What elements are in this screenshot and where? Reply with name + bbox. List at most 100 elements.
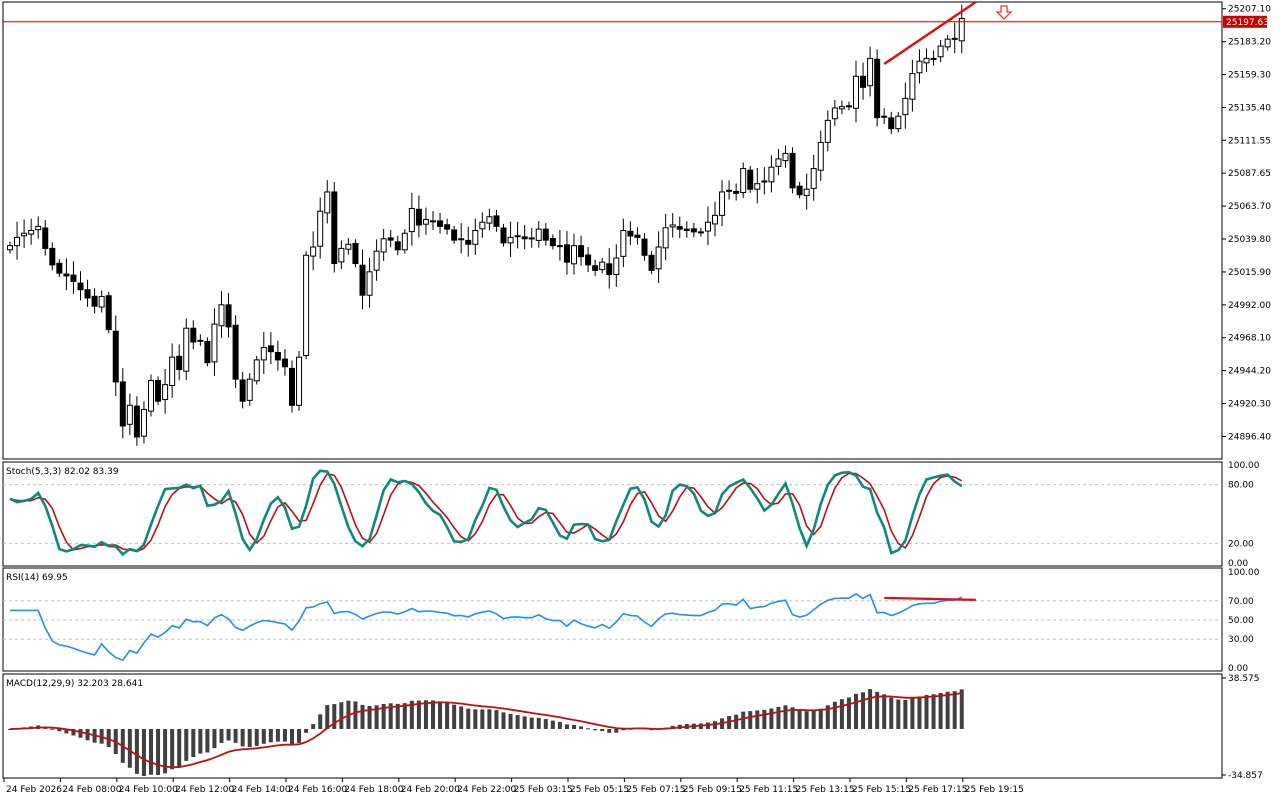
macd-bar	[325, 705, 330, 729]
macd-bar	[85, 728, 90, 741]
candle-down	[204, 340, 211, 364]
sell-arrow-shape	[995, 5, 1013, 20]
macd-bar	[402, 703, 407, 729]
time-tick-label: 24 Feb 18:00	[344, 785, 403, 795]
candle-up	[775, 158, 782, 167]
current-price-label: 25197.63	[1226, 18, 1269, 28]
macd-bar	[959, 689, 964, 729]
candle-up	[768, 166, 775, 183]
candle-up	[958, 18, 965, 42]
macd-bar	[71, 728, 76, 736]
candle-down	[289, 367, 295, 406]
macd-bar	[804, 711, 809, 729]
candle-up	[211, 323, 218, 363]
candle-up	[817, 141, 824, 171]
candle-down	[542, 228, 549, 241]
macd-bar	[78, 728, 83, 738]
macd-bar	[861, 692, 866, 729]
price-tick-label: 25207.10	[1228, 5, 1271, 15]
time-tick-label: 24 Feb 08:00	[62, 785, 121, 795]
trendline[interactable]	[883, 0, 977, 65]
current-price-tag	[1223, 15, 1267, 28]
macd-bar	[156, 728, 161, 776]
macd-bar	[741, 711, 746, 729]
time-tick-label: 25 Feb 11:15	[739, 785, 798, 795]
price-tick-label: 24920.30	[1228, 400, 1271, 410]
candle-up	[719, 191, 726, 216]
candle-down	[112, 330, 119, 383]
time-tick-label: 25 Feb 03:15	[514, 785, 573, 795]
candle-down	[690, 228, 697, 233]
candle-up	[14, 236, 21, 247]
candle-down	[91, 295, 98, 307]
candle-down	[359, 264, 366, 296]
macd-pane-frame	[2, 673, 1223, 779]
macd-bar	[452, 704, 457, 729]
macd-bar	[219, 728, 224, 743]
main-pane-frame	[2, 1, 1223, 460]
candle-down	[493, 215, 500, 227]
candle-down	[606, 263, 613, 276]
candle-up	[401, 232, 408, 251]
time-tick-label: 24 Feb 10:00	[119, 785, 178, 795]
candle-up	[472, 230, 479, 245]
stoch-tick-label: 20.00	[1228, 539, 1254, 549]
sell-arrow-icon	[995, 5, 1013, 20]
macd-bar	[797, 709, 802, 729]
rsi-divergence-line[interactable]	[884, 596, 976, 601]
candle-up	[824, 119, 831, 143]
candle-down	[528, 237, 535, 240]
candle-down	[190, 327, 197, 343]
main-price-pane[interactable]: 25207.10 25183.20 25159.30 25135.40 25111.55…	[2, 0, 1271, 460]
macd-bar	[501, 712, 506, 729]
time-tick-label: 24 Feb 12:00	[175, 785, 234, 795]
macd-bar	[938, 692, 943, 729]
candle-up	[140, 408, 147, 437]
stochastic-pane[interactable]: 100.00 80.00 20.00 0.00 Stoch(5,3,3) 82.02 …	[2, 461, 1260, 569]
macd-bar	[240, 728, 245, 747]
candle-down	[648, 254, 655, 271]
macd-bar	[762, 709, 767, 729]
candle-down	[860, 75, 867, 88]
candle-up	[712, 214, 718, 225]
candle-up	[253, 359, 260, 382]
macd-bar	[515, 715, 520, 729]
stoch-tick-label: 100.00	[1228, 461, 1260, 471]
candle-down	[105, 295, 112, 331]
candle-up	[556, 245, 563, 248]
time-tick-label: 24 Feb 14:00	[232, 785, 291, 795]
rsi-pane[interactable]: 100.00 70.00 50.00 30.00 0.00 RSI(14) 69.95	[2, 567, 1260, 674]
candle-up	[479, 221, 486, 230]
macd-bar	[409, 700, 414, 729]
macd-pane[interactable]: 38.575 -34.857 MACD(12,29,9) 32.203 28.64…	[2, 673, 1263, 781]
macd-bar	[924, 695, 929, 729]
macd-bar	[931, 694, 936, 729]
macd-bar	[494, 710, 499, 729]
macd-bar	[431, 700, 435, 729]
candle-down	[676, 226, 683, 230]
candle-down	[733, 190, 740, 194]
stoch-signal-line	[9, 472, 963, 553]
candle-up	[458, 238, 465, 241]
macd-bar	[846, 697, 851, 729]
candle-up	[296, 356, 303, 406]
macd-bar	[311, 724, 316, 729]
macd-bar	[875, 691, 880, 729]
macd-bar	[212, 728, 217, 749]
macd-bar	[374, 705, 379, 729]
macd-bar	[438, 701, 443, 729]
candle-down	[84, 289, 91, 299]
macd-bar	[572, 725, 576, 729]
rsi-tick-label: 30.00	[1228, 635, 1254, 645]
price-tick-label: 25087.65	[1228, 169, 1271, 179]
macd-bar	[149, 728, 153, 775]
candle-down	[888, 117, 895, 130]
macd-bar	[205, 728, 210, 753]
candle-up	[366, 271, 373, 296]
candle-up	[704, 221, 711, 232]
rsi-label: RSI(14) 69.95	[6, 573, 68, 583]
macd-bar	[557, 721, 562, 729]
candle-up	[535, 228, 542, 241]
macd-tick-label: -34.857	[1228, 771, 1263, 781]
